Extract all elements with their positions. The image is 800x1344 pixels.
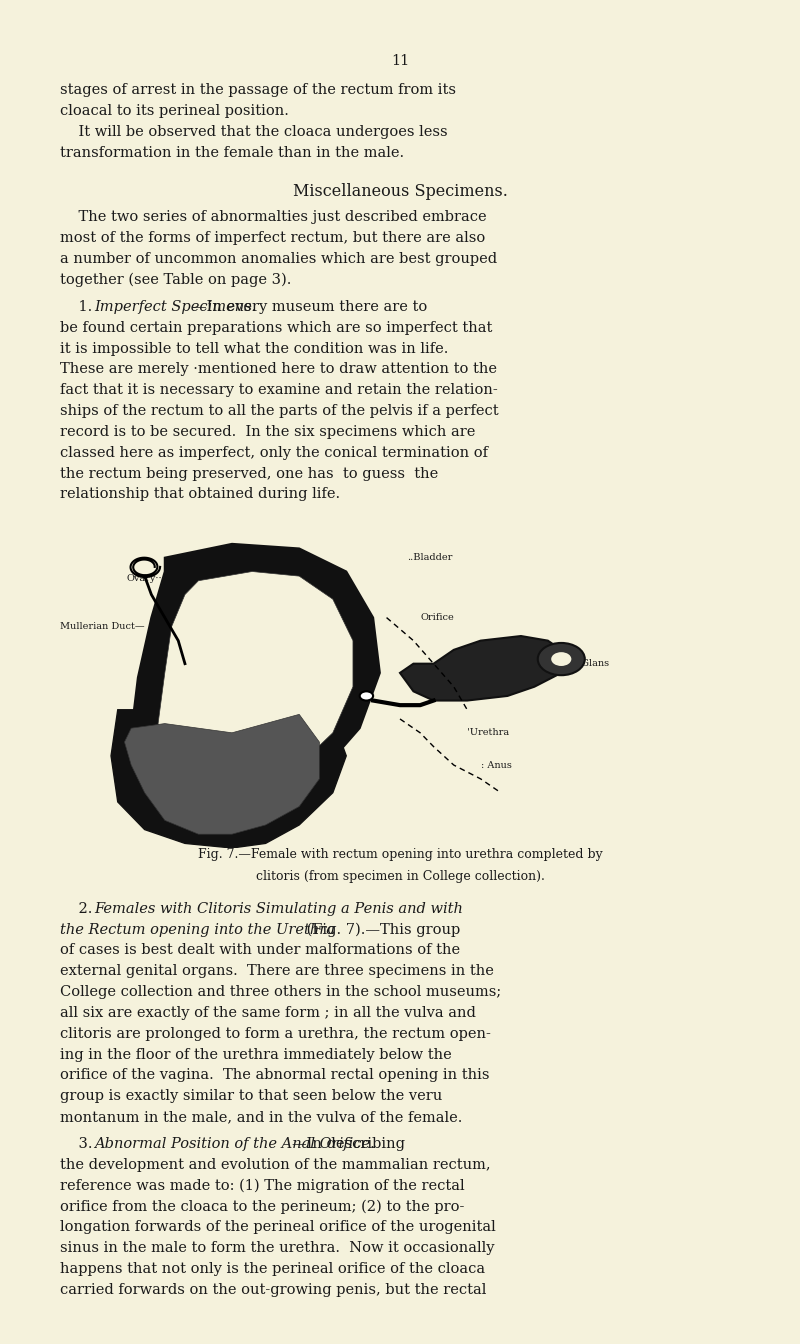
Polygon shape — [111, 700, 346, 848]
Polygon shape — [125, 715, 319, 835]
Circle shape — [360, 691, 373, 700]
Text: group is exactly similar to that seen below the veru: group is exactly similar to that seen be… — [60, 1089, 442, 1103]
Text: ··Glans: ··Glans — [574, 659, 609, 668]
Text: Abnormal Position of the Anal Orifice.: Abnormal Position of the Anal Orifice. — [94, 1137, 375, 1150]
Text: stages of arrest in the passage of the rectum from its: stages of arrest in the passage of the r… — [60, 83, 456, 97]
Text: orifice from the cloaca to the perineum; (2) to the pro-: orifice from the cloaca to the perineum;… — [60, 1200, 464, 1214]
Text: Fig. 7.—Female with rectum opening into urethra completed by: Fig. 7.—Female with rectum opening into … — [198, 848, 602, 860]
Text: Imperfect Specimens.: Imperfect Specimens. — [94, 300, 257, 314]
Text: cloacal to its perineal position.: cloacal to its perineal position. — [60, 105, 289, 118]
Text: most of the forms of imperfect rectum, but there are also: most of the forms of imperfect rectum, b… — [60, 231, 486, 245]
Text: clitoris are prolonged to form a urethra, the rectum open-: clitoris are prolonged to form a urethra… — [60, 1027, 491, 1040]
Text: Ovary···: Ovary··· — [126, 574, 165, 583]
Text: These are merely ·mentioned here to draw attention to the: These are merely ·mentioned here to draw… — [60, 363, 497, 376]
Text: external genital organs.  There are three specimens in the: external genital organs. There are three… — [60, 964, 494, 978]
Text: orifice of the vagina.  The abnormal rectal opening in this: orifice of the vagina. The abnormal rect… — [60, 1068, 490, 1082]
Text: reference was made to: (1) The migration of the rectal: reference was made to: (1) The migration… — [60, 1179, 465, 1193]
Text: all six are exactly of the same form ; in all the vulva and: all six are exactly of the same form ; i… — [60, 1005, 476, 1020]
Text: (Fig. 7).—This group: (Fig. 7).—This group — [302, 922, 460, 937]
Text: The two series of abnormalties just described embrace: The two series of abnormalties just desc… — [60, 211, 486, 224]
FancyBboxPatch shape — [64, 526, 736, 848]
Text: relationship that obtained during life.: relationship that obtained during life. — [60, 488, 340, 501]
Polygon shape — [158, 571, 353, 802]
Text: Miscellaneous Specimens.: Miscellaneous Specimens. — [293, 183, 507, 200]
Text: ships of the rectum to all the parts of the pelvis if a perfect: ships of the rectum to all the parts of … — [60, 405, 498, 418]
Text: sinus in the male to form the urethra.  Now it occasionally: sinus in the male to form the urethra. N… — [60, 1242, 494, 1255]
Text: the development and evolution of the mammalian rectum,: the development and evolution of the mam… — [60, 1159, 490, 1172]
Text: ing in the floor of the urethra immediately below the: ing in the floor of the urethra immediat… — [60, 1047, 452, 1062]
Polygon shape — [400, 636, 568, 700]
Text: 1.: 1. — [60, 300, 97, 314]
Text: —In every museum there are to: —In every museum there are to — [192, 300, 427, 314]
Text: —In describing: —In describing — [292, 1137, 405, 1150]
Text: 3.: 3. — [60, 1137, 97, 1150]
Text: together (see Table on page 3).: together (see Table on page 3). — [60, 273, 291, 288]
Text: of cases is best dealt with under malformations of the: of cases is best dealt with under malfor… — [60, 943, 460, 957]
Text: a number of uncommon anomalies which are best grouped: a number of uncommon anomalies which are… — [60, 253, 497, 266]
Text: transformation in the female than in the male.: transformation in the female than in the… — [60, 145, 404, 160]
Polygon shape — [131, 544, 380, 829]
Text: Orifice: Orifice — [420, 613, 454, 622]
Circle shape — [538, 642, 585, 675]
Text: Females with Clitoris Simulating a Penis and with: Females with Clitoris Simulating a Penis… — [94, 902, 463, 915]
Text: 11: 11 — [391, 54, 409, 67]
Text: College collection and three others in the school museums;: College collection and three others in t… — [60, 985, 502, 999]
Text: carried forwards on the out-growing penis, but the rectal: carried forwards on the out-growing peni… — [60, 1284, 486, 1297]
Text: be found certain preparations which are so imperfect that: be found certain preparations which are … — [60, 321, 492, 335]
Text: fact that it is necessary to examine and retain the relation-: fact that it is necessary to examine and… — [60, 383, 498, 398]
Text: Mullerian Duct—: Mullerian Duct— — [60, 622, 145, 632]
Text: Rectum···: Rectum··· — [151, 812, 199, 820]
Text: 2.: 2. — [60, 902, 97, 915]
Text: happens that not only is the perineal orifice of the cloaca: happens that not only is the perineal or… — [60, 1262, 485, 1275]
Text: it is impossible to tell what the condition was in life.: it is impossible to tell what the condit… — [60, 341, 448, 356]
Text: clitoris (from specimen in College collection).: clitoris (from specimen in College colle… — [255, 871, 545, 883]
Text: montanum in the male, and in the vulva of the female.: montanum in the male, and in the vulva o… — [60, 1110, 462, 1124]
Text: record is to be secured.  In the six specimens which are: record is to be secured. In the six spec… — [60, 425, 475, 439]
Text: : Anus: : Anus — [481, 761, 511, 770]
Circle shape — [551, 652, 571, 667]
Text: It will be observed that the cloaca undergoes less: It will be observed that the cloaca unde… — [60, 125, 448, 138]
Text: longation forwards of the perineal orifice of the urogenital: longation forwards of the perineal orifi… — [60, 1220, 496, 1234]
Text: classed here as imperfect, only the conical termination of: classed here as imperfect, only the coni… — [60, 446, 488, 460]
Text: ..Bladder: ..Bladder — [406, 554, 452, 562]
Text: the rectum being preserved, one has  to guess  the: the rectum being preserved, one has to g… — [60, 466, 438, 481]
Text: the Rectum opening into the Urethra: the Rectum opening into the Urethra — [60, 922, 335, 937]
Text: 'Urethra: 'Urethra — [467, 728, 510, 738]
